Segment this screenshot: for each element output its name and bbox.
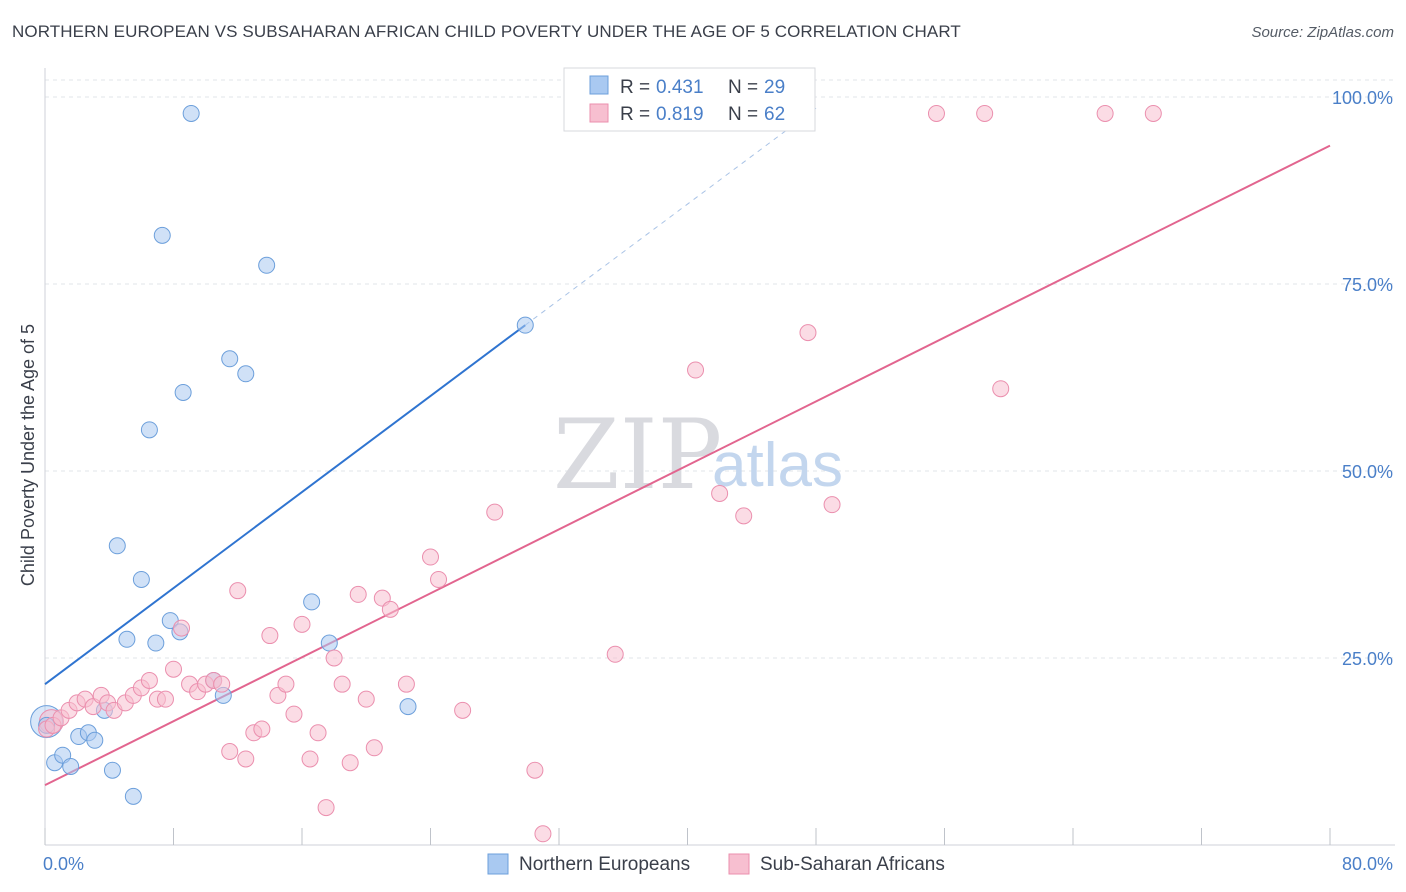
bottom-legend-label-sub-saharan-africans: Sub-Saharan Africans	[760, 854, 945, 875]
y-axis-title: Child Poverty Under the Age of 5	[18, 324, 38, 586]
point-sub-saharan-african	[253, 720, 271, 738]
point-sub-saharan-african	[140, 671, 158, 689]
y-tick-label: 100.0%	[1332, 88, 1393, 108]
point-northern-european	[516, 316, 534, 334]
point-northern-european	[118, 630, 136, 648]
legend: R = 0.431 N = 29 R = 0.819 N = 62	[563, 67, 816, 132]
point-sub-saharan-african	[229, 582, 247, 600]
point-sub-saharan-african	[397, 675, 415, 693]
bottom-legend: Northern Europeans Sub-Saharan Africans	[487, 853, 945, 875]
point-sub-saharan-african	[325, 649, 343, 667]
bottom-legend-swatch-pink	[728, 853, 750, 875]
point-sub-saharan-african	[285, 705, 303, 723]
point-sub-saharan-african	[221, 743, 239, 760]
point-sub-saharan-african	[711, 484, 729, 502]
legend-r-value: 0.819	[656, 104, 704, 125]
point-sub-saharan-african	[333, 675, 351, 693]
point-northern-european	[320, 634, 338, 652]
legend-r-label: R =	[620, 77, 650, 98]
point-sub-saharan-african	[213, 675, 231, 693]
point-northern-european	[103, 761, 121, 779]
point-northern-european	[182, 104, 200, 122]
trendline-sub-saharan-africans	[44, 144, 1331, 787]
point-sub-saharan-african	[1144, 104, 1162, 122]
point-northern-european	[174, 383, 192, 401]
point-sub-saharan-african	[173, 619, 191, 637]
point-sub-saharan-african	[165, 660, 182, 678]
legend-r-value: 0.431	[656, 77, 704, 98]
point-sub-saharan-african	[422, 548, 439, 566]
point-sub-saharan-african	[823, 496, 841, 514]
legend-n-label: N =	[728, 104, 758, 125]
point-northern-european	[86, 731, 104, 749]
x-tick-label: 0.0%	[43, 854, 84, 874]
chart-title: NORTHERN EUROPEAN VS SUBSAHARAN AFRICAN …	[12, 22, 961, 41]
point-sub-saharan-african	[365, 739, 383, 757]
point-northern-european	[303, 593, 321, 611]
legend-n-value: 62	[764, 104, 785, 125]
point-sub-saharan-african	[277, 675, 295, 693]
point-sub-saharan-african	[301, 750, 319, 768]
point-northern-european	[153, 226, 171, 244]
point-northern-european	[221, 350, 239, 368]
point-sub-saharan-african	[526, 761, 544, 779]
point-sub-saharan-african	[976, 104, 994, 122]
point-northern-european	[132, 570, 150, 588]
point-northern-european	[147, 634, 165, 652]
data-points	[30, 104, 1162, 843]
y-tick-label: 50.0%	[1342, 462, 1393, 482]
point-sub-saharan-african	[687, 361, 705, 379]
legend-n-label: N =	[728, 77, 758, 98]
point-sub-saharan-african	[486, 503, 504, 521]
point-sub-saharan-african	[927, 104, 945, 122]
y-tick-labels: 25.0% 50.0% 75.0% 100.0%	[1332, 88, 1393, 669]
point-sub-saharan-african	[430, 570, 448, 588]
legend-r-label: R =	[620, 104, 650, 125]
point-sub-saharan-african	[799, 324, 817, 342]
point-sub-saharan-african	[735, 507, 753, 525]
point-northern-european	[62, 757, 80, 775]
point-northern-european	[237, 365, 255, 383]
bottom-legend-swatch-blue	[487, 853, 509, 875]
y-tick-label: 25.0%	[1342, 649, 1393, 669]
watermark-zip: ZIP	[553, 399, 722, 511]
point-northern-european	[258, 256, 276, 274]
source-label: Source: ZipAtlas.com	[1251, 24, 1394, 41]
trendline-northern-europeans	[44, 324, 526, 685]
point-sub-saharan-african	[156, 690, 174, 708]
trendline-northern-europeans-extension	[524, 107, 817, 326]
point-sub-saharan-african	[261, 627, 279, 645]
point-northern-european	[140, 421, 158, 439]
x-tick-label: 80.0%	[1342, 854, 1393, 874]
trend-lines	[44, 107, 1331, 787]
bottom-legend-label-northern-europeans: Northern Europeans	[519, 854, 690, 875]
point-sub-saharan-african	[317, 799, 335, 817]
legend-swatch-pink	[589, 103, 609, 123]
point-sub-saharan-african	[1096, 104, 1114, 122]
point-sub-saharan-african	[534, 825, 552, 843]
y-tick-label: 75.0%	[1342, 275, 1393, 295]
point-northern-european	[399, 698, 417, 716]
point-sub-saharan-african	[454, 701, 472, 719]
point-sub-saharan-african	[381, 600, 399, 618]
watermark-atlas: atlas	[712, 431, 843, 500]
legend-row-northern-europeans: R = 0.431 N = 29	[589, 75, 785, 98]
point-sub-saharan-african	[237, 750, 255, 768]
watermark: ZIP atlas	[553, 399, 843, 511]
point-northern-european	[124, 787, 142, 805]
axes	[44, 68, 1395, 846]
point-sub-saharan-african	[606, 645, 624, 663]
point-sub-saharan-african	[309, 724, 327, 742]
legend-swatch-blue	[589, 75, 609, 95]
legend-row-sub-saharan-africans: R = 0.819 N = 62	[589, 103, 785, 125]
legend-n-value: 29	[764, 77, 785, 98]
point-northern-european	[108, 537, 126, 555]
point-sub-saharan-african	[349, 585, 367, 603]
x-tick-labels: 0.0% 80.0%	[43, 854, 1393, 874]
point-sub-saharan-african	[992, 380, 1010, 398]
point-sub-saharan-african	[293, 615, 311, 633]
point-sub-saharan-african	[341, 754, 359, 772]
point-sub-saharan-african	[357, 690, 375, 708]
